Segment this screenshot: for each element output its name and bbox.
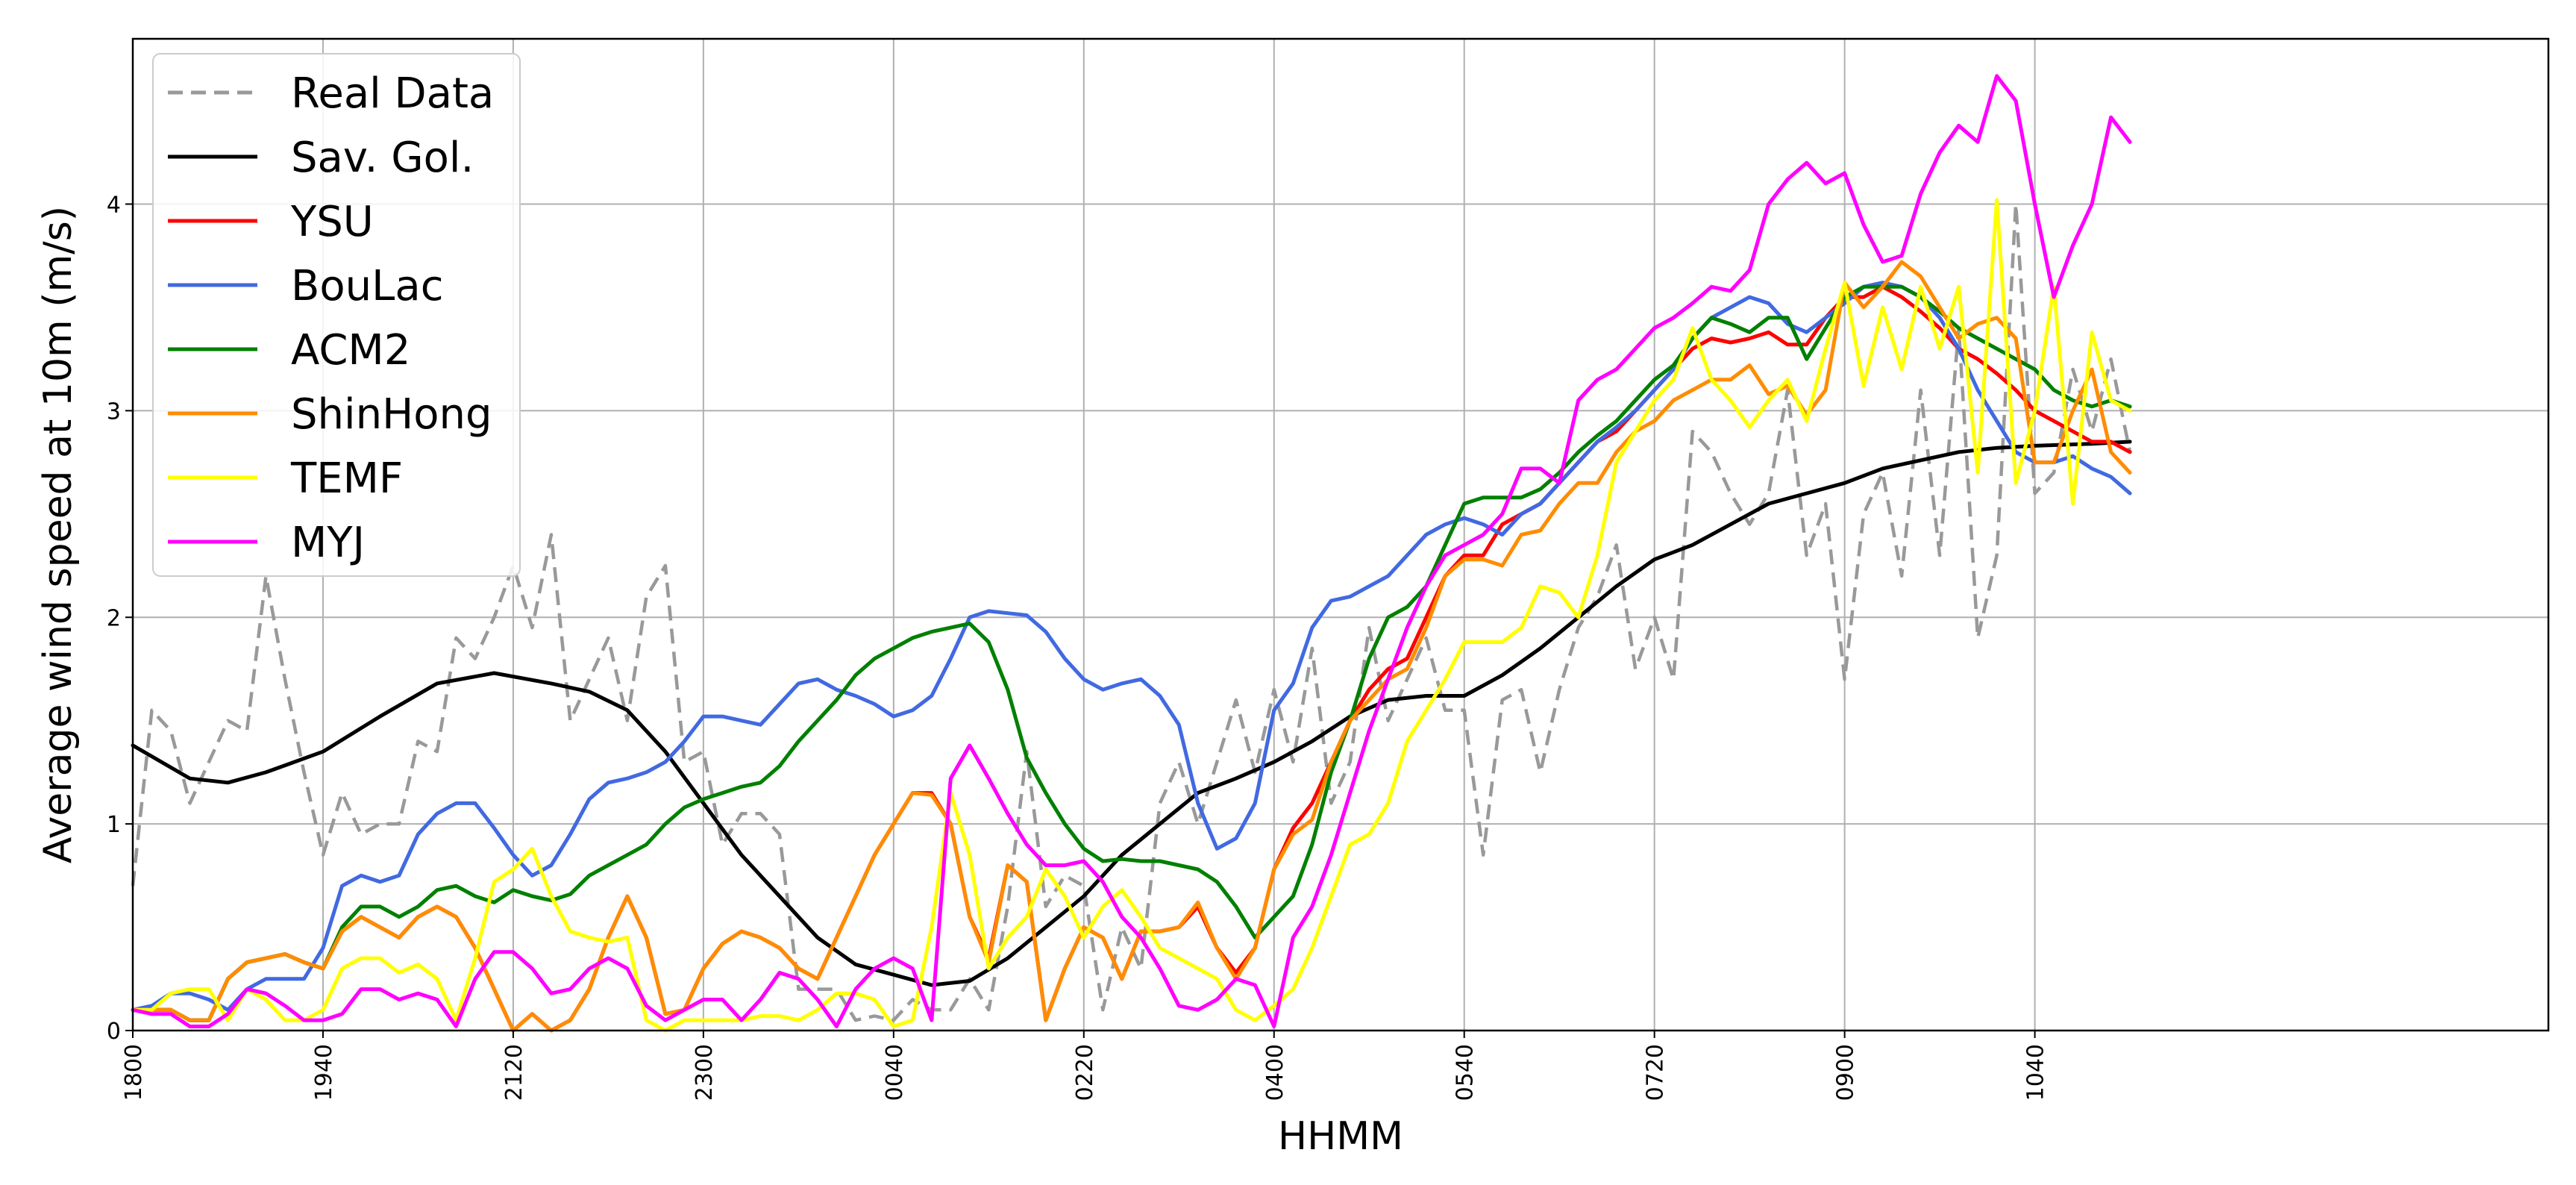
legend-box [152, 53, 521, 577]
series-line-temf [131, 198, 2132, 1033]
x-tick-label: 0400 [1262, 1044, 1288, 1101]
x-tick-label: 0900 [1833, 1044, 1859, 1101]
series-lines [131, 74, 2132, 1033]
y-tick-label: 0 [107, 1019, 121, 1045]
series-line-boulac [131, 281, 2132, 1012]
y-tick-label: 4 [107, 193, 121, 219]
x-tick-label: 0540 [1452, 1044, 1479, 1101]
series-line-real-data [131, 202, 2132, 1022]
x-axis-title: HHMM [1278, 1114, 1403, 1159]
x-tick-label: 1800 [121, 1044, 147, 1101]
x-tick-label: 0220 [1072, 1044, 1098, 1101]
y-tick-label: 3 [107, 398, 121, 425]
legend-label: BouLac [291, 262, 443, 310]
legend-label: MYJ [291, 519, 365, 567]
plot-frame [131, 37, 2550, 1032]
legend-label: ShinHong [291, 390, 492, 439]
legend-label: YSU [290, 198, 374, 246]
legend-label: TEMF [290, 454, 403, 503]
y-axis-title: Average wind speed at 10m (m/s) [36, 206, 81, 863]
x-tick-label: 1040 [2023, 1044, 2049, 1101]
legend-label: Real Data [291, 69, 494, 118]
x-tick-label: 2300 [692, 1044, 718, 1101]
legend: Real Data Sav. Gol. YSU BouLac ACM2 ShinHong T… [152, 53, 521, 577]
y-tick-label: 2 [107, 605, 121, 631]
series-line-myj [131, 74, 2132, 1028]
x-tick-label: 1940 [311, 1044, 337, 1101]
y-axis-ticks: 0 1 2 3 4 [107, 193, 133, 1045]
legend-label: ACM2 [291, 326, 410, 375]
x-tick-label: 0040 [882, 1044, 908, 1101]
y-tick-label: 1 [107, 812, 121, 838]
x-tick-label: 0720 [1643, 1044, 1669, 1101]
legend-label: Sav. Gol. [291, 134, 474, 182]
series-line-acm2 [131, 284, 2132, 1022]
x-axis-ticks: 1800 1940 2120 2300 0040 0220 0400 0540 0720 0900… [121, 1031, 2049, 1101]
series-line-sav-gol [131, 440, 2132, 987]
x-tick-label: 2120 [501, 1044, 527, 1101]
